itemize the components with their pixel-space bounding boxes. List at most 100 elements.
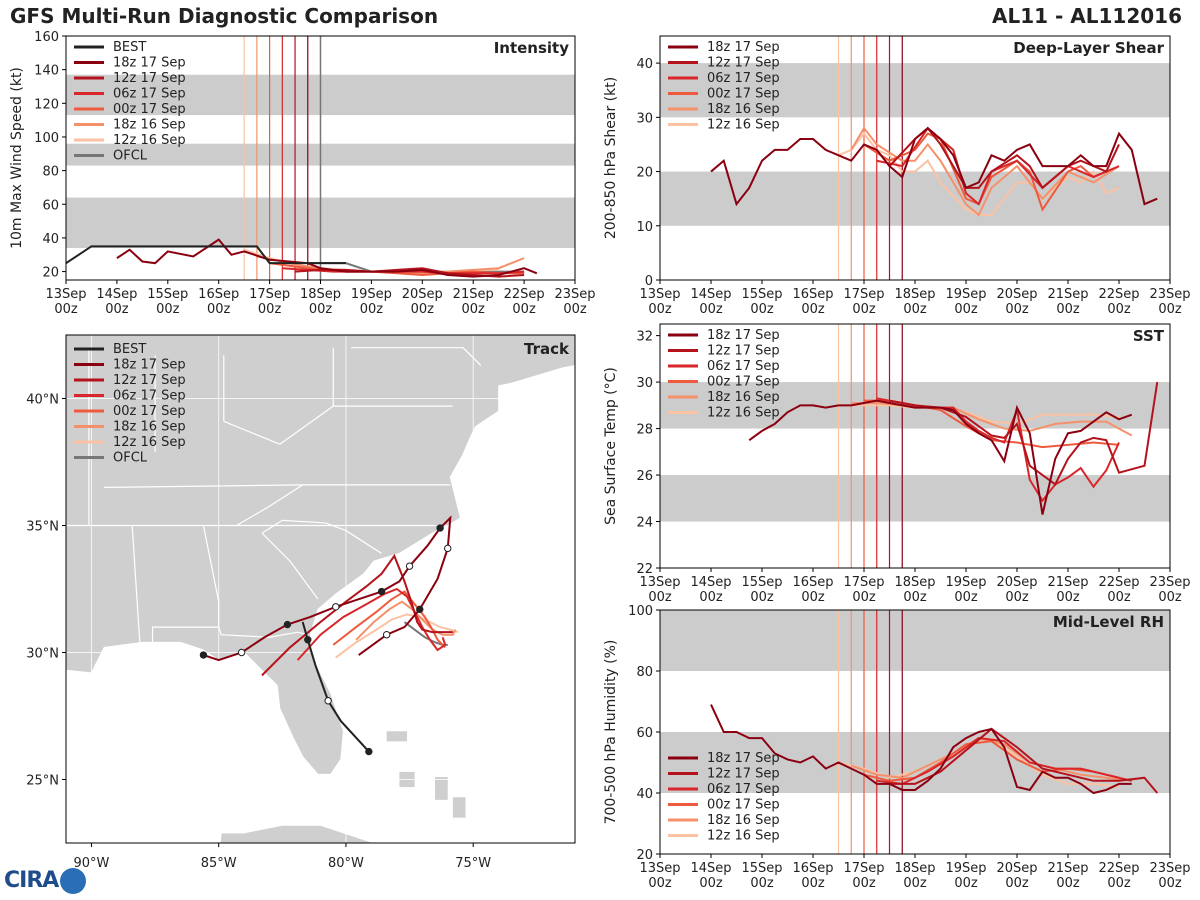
legend-label: 18z 17 Sep: [113, 56, 186, 71]
series-line-06z-17-sep: [876, 126, 1120, 206]
y-tick-label: 60: [42, 198, 59, 213]
legend-label: 12z 16 Sep: [113, 133, 186, 148]
x-tick-label: 00z: [1107, 302, 1131, 317]
series-line-00z-17-sep: [269, 262, 525, 276]
globe-icon: [60, 868, 87, 894]
y-tick-label: 32: [636, 330, 653, 345]
legend-label: 18z 17 Sep: [707, 328, 780, 343]
series-line-18z-16-sep: [850, 126, 1120, 217]
x-tick-label: 00z: [1056, 590, 1080, 605]
track-line-12z-17-sep: [261, 553, 453, 677]
x-tick-label: 00z: [852, 302, 876, 317]
x-tick-label: 15Sep: [741, 575, 782, 590]
x-tick-label: 00z: [1107, 590, 1131, 605]
x-tick-label: 00z: [852, 876, 876, 891]
x-tick-label: 00z: [207, 302, 231, 317]
x-tick-label: 17Sep: [843, 287, 884, 302]
y-tick-label: 40: [42, 232, 59, 247]
chart-title: Intensity: [494, 39, 570, 57]
x-tick-label: 20Sep: [996, 861, 1037, 876]
x-tick-label: 22Sep: [1098, 287, 1139, 302]
bahamas-island: [435, 776, 448, 800]
x-tick-label: 00z: [1107, 876, 1131, 891]
x-tick-label: 16Sep: [792, 861, 833, 876]
y-tick-label: 22: [636, 562, 653, 577]
x-tick-label: 23Sep: [554, 287, 595, 302]
series-line-12z-16-sep: [838, 404, 1120, 425]
state-border: [261, 519, 382, 554]
x-tick-label: 15Sep: [147, 287, 188, 302]
x-tick-label: 00z: [903, 590, 927, 605]
y-tick-label: 10: [636, 220, 653, 235]
state-border: [104, 484, 303, 488]
track-point: [377, 587, 386, 596]
x-tick-label: 00z: [750, 590, 774, 605]
y-tick-label: 20: [636, 848, 653, 863]
x-tick-label: 00z: [903, 876, 927, 891]
series-group: [710, 126, 1158, 217]
legend-label: 18z 17 Sep: [113, 358, 186, 373]
legend-label: 12z 16 Sep: [707, 829, 780, 844]
x-tick-label: 00z: [1005, 876, 1029, 891]
x-tick-label: 00z: [954, 876, 978, 891]
series-line-18z-17-sep: [710, 126, 1158, 207]
x-tick-label: 00z: [648, 876, 672, 891]
x-tick-label: 23Sep: [1149, 287, 1190, 302]
state-border: [223, 420, 281, 445]
x-tick-label: 18Sep: [894, 861, 935, 876]
legend-label: 00z 17 Sep: [113, 404, 186, 419]
x-tick-label: 22Sep: [1098, 861, 1139, 876]
y-axis-label: 700-500 hPa Humidity (%): [603, 640, 619, 825]
x-tick-label: 00z: [903, 302, 927, 317]
chart-title: Mid-Level RH: [1053, 613, 1164, 631]
x-tick-label: 14Sep: [690, 861, 731, 876]
x-tick-label: 20Sep: [996, 575, 1037, 590]
bahamas-island: [452, 797, 466, 818]
x-tick-label: 00z: [258, 302, 282, 317]
legend-label: 00z 17 Sep: [707, 798, 780, 813]
legend-label: 18z 16 Sep: [707, 102, 780, 117]
y-tick-label: 120: [34, 97, 59, 112]
x-tick-label: 00z: [699, 302, 723, 317]
chart-title: Deep-Layer Shear: [1013, 39, 1164, 57]
x-tick-label: 14Sep: [690, 287, 731, 302]
series-group: [748, 381, 1159, 515]
track-point: [416, 605, 424, 614]
x-tick-label: 00z: [1056, 302, 1080, 317]
x-tick-label: 23Sep: [1149, 575, 1190, 590]
y-tick-label: 26: [636, 469, 653, 484]
y-tick-label: 24: [636, 516, 653, 531]
legend-label: 12z 17 Sep: [707, 344, 780, 359]
series-line-18z-17-sep: [710, 704, 1132, 795]
x-tick-label: 19Sep: [945, 861, 986, 876]
legend-label: 06z 17 Sep: [113, 87, 186, 102]
legend-label: 12z 17 Sep: [113, 71, 186, 86]
legend-label: 12z 17 Sep: [707, 56, 780, 71]
series-line-best: [66, 245, 346, 265]
x-tick-label: 18Sep: [300, 287, 341, 302]
plot-frame: [65, 334, 576, 844]
x-tick-label: 15Sep: [741, 861, 782, 876]
legend-label: 00z 17 Sep: [707, 87, 780, 102]
track-line-18z-17-sep: [203, 515, 452, 662]
series-group: [710, 704, 1159, 795]
series-group: [66, 238, 538, 278]
storm-id: AL11 - AL112016: [992, 4, 1182, 28]
y-axis-label: Sea Surface Temp (°C): [603, 367, 619, 525]
chart-title: Track: [524, 340, 570, 358]
legend-label: 18z 16 Sep: [707, 390, 780, 405]
y-axis-label: 10m Max Wind Speed (kt): [9, 67, 25, 249]
y-tick-label: 0: [645, 274, 653, 289]
x-tick-label: 13Sep: [45, 287, 86, 302]
legend-label: 12z 16 Sep: [707, 406, 780, 421]
x-tick-label: 19Sep: [945, 287, 986, 302]
legend-label: 00z 17 Sep: [707, 375, 780, 390]
y-tick-label: 20: [42, 266, 59, 281]
legend-label: 12z 16 Sep: [113, 435, 186, 450]
x-tick-label: 75°W: [455, 856, 491, 871]
map-group: [66, 335, 575, 843]
track-point: [365, 747, 373, 756]
x-tick-label: 00z: [648, 302, 672, 317]
y-tick-label: 40°N: [26, 393, 59, 408]
